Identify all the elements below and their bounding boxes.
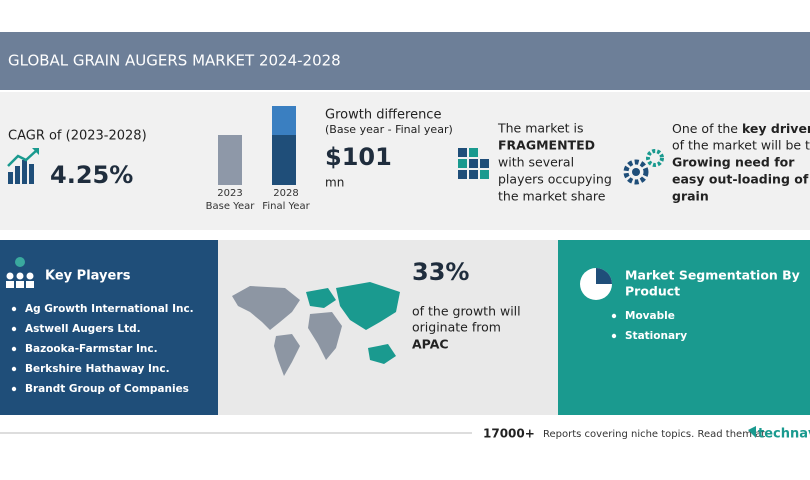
player: Brandt Group of Companies <box>25 383 189 395</box>
segment: Stationary <box>625 330 687 342</box>
market-line: players occupying <box>498 172 612 187</box>
growth-unit: mn <box>325 176 344 190</box>
driver-line: grain <box>672 189 709 204</box>
drivers-text: One of the key drivers of the market wil… <box>672 121 810 204</box>
market-line: with several <box>498 155 574 170</box>
players-panel <box>0 240 218 415</box>
player: Ag Growth International Inc. <box>25 303 194 315</box>
region-panel <box>218 240 558 415</box>
players-title: Key Players <box>45 269 131 284</box>
bar-illustration <box>218 106 296 185</box>
player: Berkshire Hathaway Inc. <box>25 363 170 375</box>
brand-mark <box>748 426 756 438</box>
bullet <box>611 313 617 319</box>
region-line: of the growth will <box>412 304 521 319</box>
bar-label: Base Year <box>206 201 256 212</box>
driver-line: Growing need for <box>672 155 795 170</box>
driver-bold: key drivers <box>742 121 810 136</box>
cagr-label: CAGR of (2023-2028) <box>8 129 147 144</box>
segment-title: Market Segmentation By <box>625 268 800 283</box>
bullet <box>11 306 17 312</box>
fragmented-icon <box>458 148 489 179</box>
bullet <box>11 326 17 332</box>
bar-label: Final Year <box>262 201 310 212</box>
segment-panel <box>558 240 810 415</box>
brand: technavio <box>758 427 810 442</box>
market-text: The market is FRAGMENTED with several pl… <box>497 121 612 204</box>
world-map <box>232 282 400 376</box>
pie-icon <box>580 268 612 300</box>
title: GLOBAL GRAIN AUGERS MARKET 2024-2028 <box>8 52 341 70</box>
growth-subtitle: (Base year - Final year) <box>325 123 453 136</box>
players-list: Ag Growth International Inc. Astwell Auge… <box>11 303 194 395</box>
driver-line: easy out-loading of <box>672 172 809 187</box>
driver-line: of the market will be the <box>672 138 810 153</box>
bar-year: 2028 <box>273 188 298 199</box>
growth-title: Growth difference <box>325 108 441 123</box>
driver-line: One of the key drivers <box>672 121 810 136</box>
region-line: originate from <box>412 320 501 335</box>
gears-icon <box>623 149 664 185</box>
segment-list: Movable Stationary <box>611 310 687 342</box>
bullet <box>11 386 17 392</box>
cagr-value: 4.25% <box>50 161 133 189</box>
region-name: APAC <box>412 337 449 352</box>
footer-text: Reports covering niche topics. Read them… <box>543 429 765 440</box>
stats-band <box>0 92 810 230</box>
region-share: 33% <box>412 258 469 286</box>
bullet <box>11 366 17 372</box>
market-line: the market share <box>498 189 606 204</box>
players-icon <box>6 257 34 288</box>
footer-count: 17000+ <box>483 427 535 441</box>
bar-year: 2023 <box>217 188 242 199</box>
player: Astwell Augers Ltd. <box>25 323 141 335</box>
growth-icon <box>7 148 39 184</box>
content: GLOBAL GRAIN AUGERS MARKET 2024-2028 CAG… <box>0 32 810 442</box>
title-bar <box>0 32 810 90</box>
player: Bazooka-Farmstar Inc. <box>25 343 158 355</box>
segment-title: Product <box>625 284 680 299</box>
segment: Movable <box>625 310 675 322</box>
driver-intro: One of the <box>672 121 738 136</box>
market-line: The market is <box>497 121 584 136</box>
bullet <box>11 346 17 352</box>
bullet <box>611 333 617 339</box>
growth-value: $101 <box>325 143 392 171</box>
market-line: FRAGMENTED <box>498 138 595 153</box>
